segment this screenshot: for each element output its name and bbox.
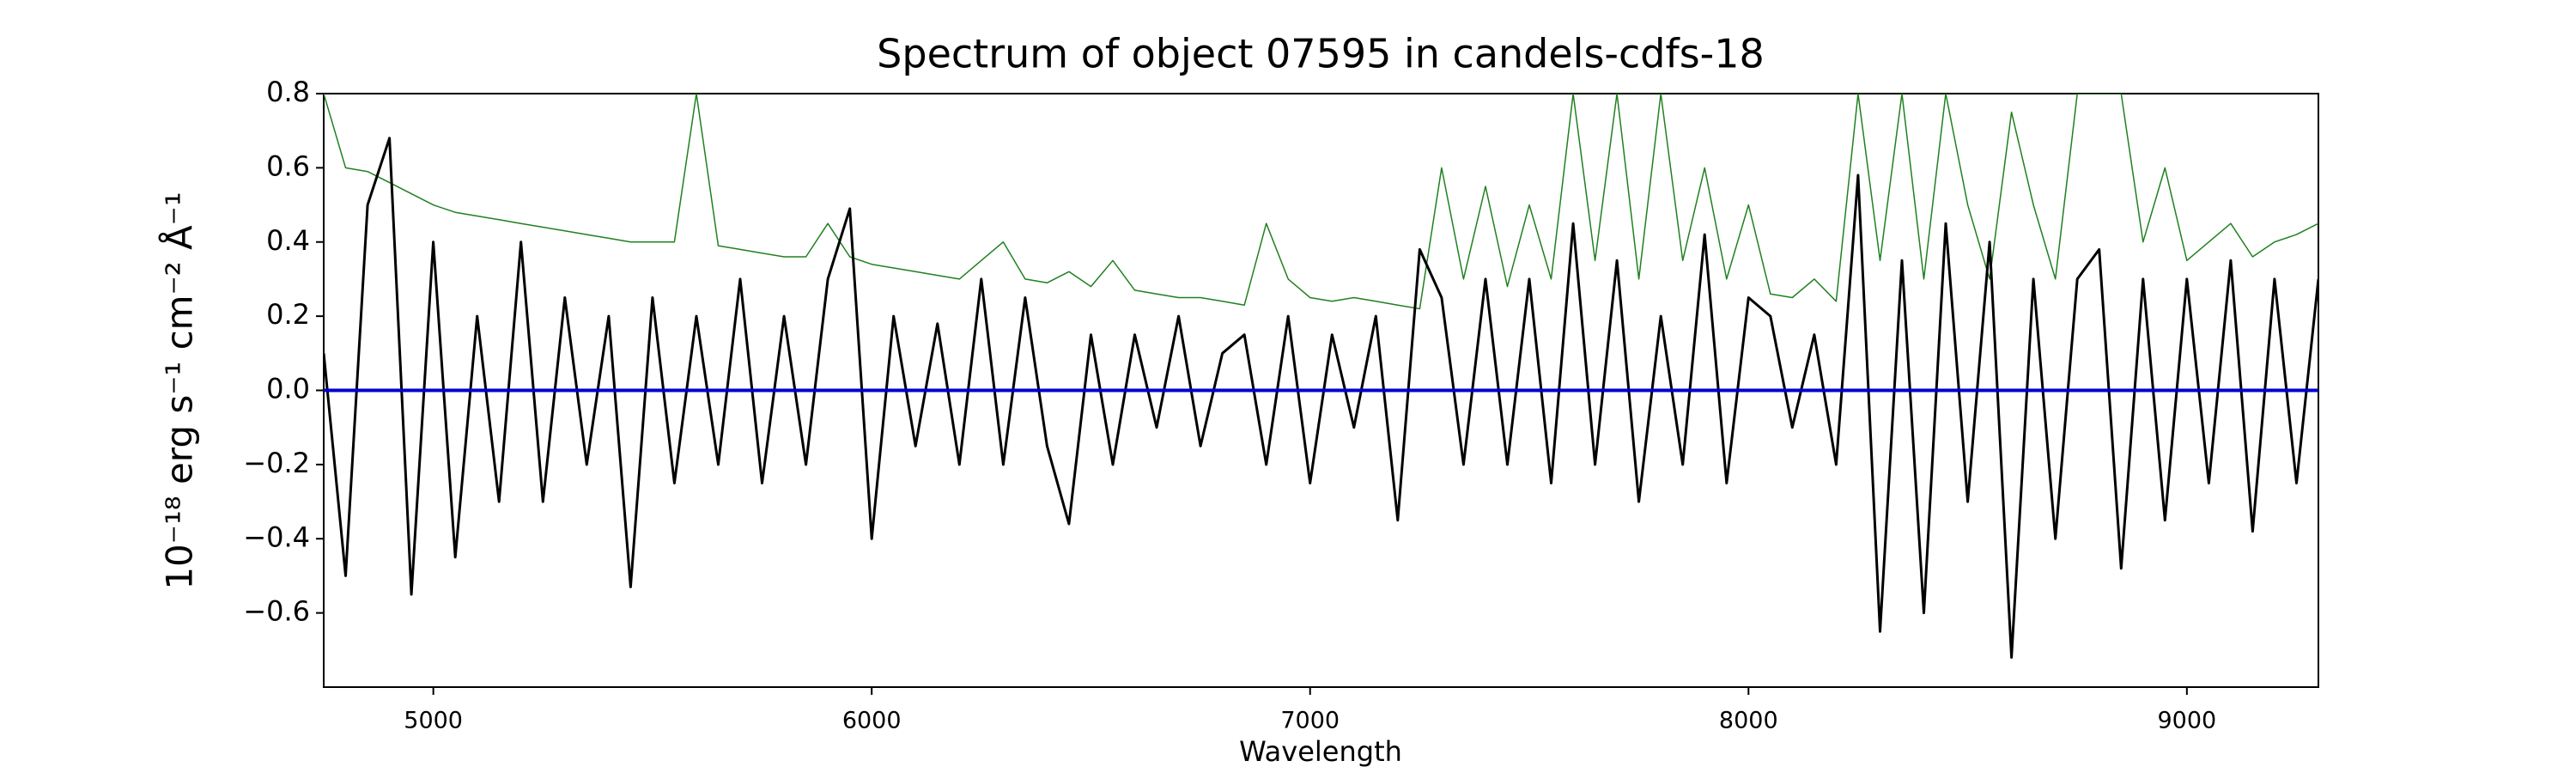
y-tick-label: 0.0	[266, 373, 310, 405]
x-axis-label: Wavelength	[1239, 735, 1402, 768]
y-tick-label: −0.4	[243, 520, 310, 553]
x-tick-label: 5000	[404, 708, 463, 734]
y-tick-label: 0.4	[266, 224, 310, 257]
spectrum-line	[324, 137, 2318, 659]
y-tick-label: 0.8	[266, 76, 310, 108]
y-axis-label: 10⁻¹⁸ erg s⁻¹ cm⁻² Å⁻¹	[158, 192, 201, 589]
spectrum-line	[324, 94, 2318, 310]
y-tick-label: 0.6	[266, 149, 310, 182]
x-tick-label: 8000	[1719, 708, 1778, 734]
y-tick-label: 0.2	[266, 298, 310, 331]
y-tick-label: −0.2	[243, 447, 310, 479]
x-tick-label: 9000	[2157, 708, 2216, 734]
plot-area	[324, 94, 2318, 659]
chart-title: Spectrum of object 07595 in candels-cdfs…	[877, 31, 1765, 77]
x-tick-label: 7000	[1280, 708, 1340, 734]
x-tick-label: 6000	[842, 708, 902, 734]
y-tick-label: −0.6	[243, 595, 310, 628]
